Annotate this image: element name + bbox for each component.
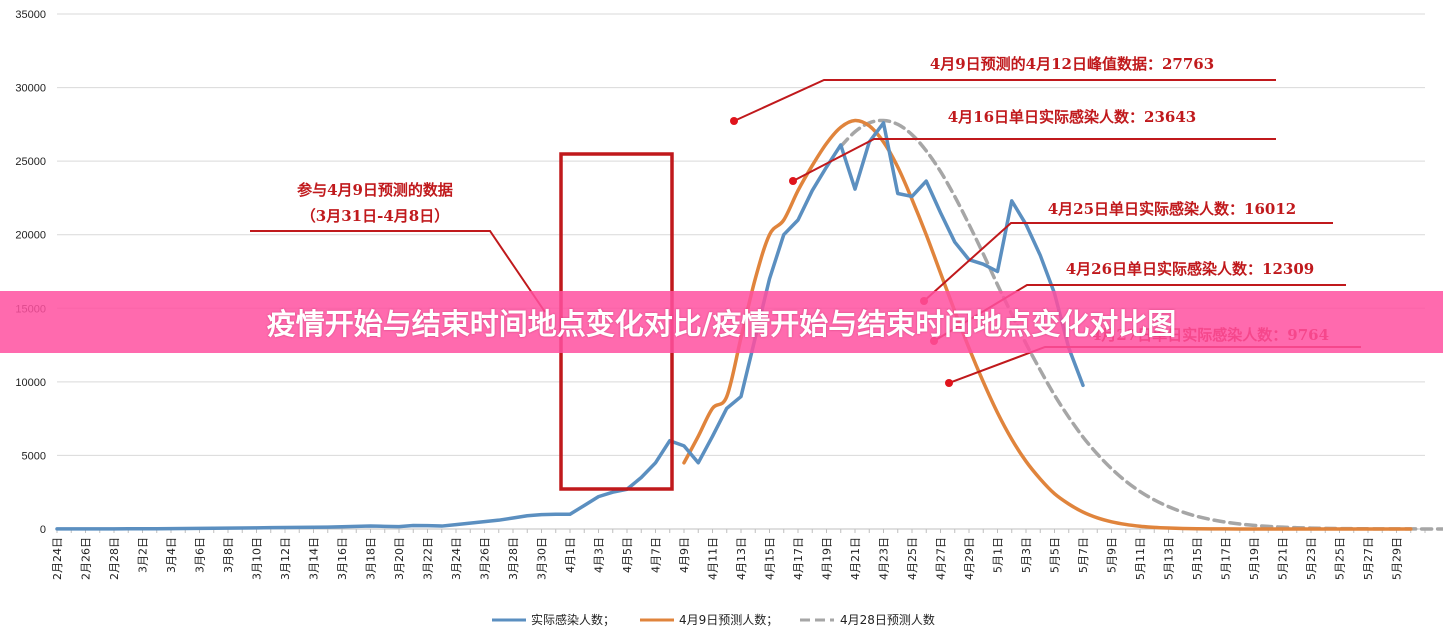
range-box-label-line2: （3月31日-4月8日）	[301, 207, 449, 225]
y-tick-label: 0	[40, 524, 46, 536]
peak-forecast-marker	[730, 117, 738, 125]
x-tick-label: 5月7日	[1077, 537, 1090, 573]
apr16-actual-label: 4月16日单日实际感染人数：23643	[948, 108, 1197, 126]
series-forecast-0409-line	[682, 118, 1413, 531]
x-tick-label: 5月27日	[1362, 537, 1375, 580]
x-tick-label: 3月14日	[308, 537, 321, 580]
y-axis: 05000100001500020000250003000035000	[15, 9, 46, 536]
x-tick-label: 4月19日	[821, 537, 834, 580]
x-tick-label: 4月11日	[707, 537, 720, 580]
y-tick-label: 35000	[15, 9, 46, 21]
y-tick-label: 5000	[22, 450, 46, 462]
apr16-leader-line	[792, 138, 1276, 182]
x-tick-label: 5月3日	[1020, 537, 1033, 573]
x-tick-label: 4月9日	[678, 537, 691, 573]
x-tick-label: 4月21日	[849, 537, 862, 580]
x-tick-label: 5月21日	[1277, 537, 1290, 580]
x-tick-label: 3月20日	[393, 537, 406, 580]
x-tick-label: 3月24日	[450, 537, 463, 580]
x-tick-label: 4月1日	[564, 537, 577, 573]
x-tick-label: 5月23日	[1305, 537, 1318, 580]
x-tick-label: 5月9日	[1106, 537, 1119, 573]
series-actual-line	[55, 121, 1085, 531]
data-series	[55, 118, 1443, 531]
x-tick-label: 3月26日	[479, 537, 492, 580]
x-tick-label: 4月13日	[735, 537, 748, 580]
x-tick-label: 4月17日	[792, 537, 805, 580]
x-tick-label: 3月18日	[365, 537, 378, 580]
x-axis: 2月24日 2月26日 2月28日 3月2日 3月4日 3月6日 3月8日 3月10日 3月12…	[51, 528, 1426, 580]
x-tick-label: 3月22日	[422, 537, 435, 580]
x-tick-label: 4月23日	[878, 537, 891, 580]
x-tick-label: 4月5日	[621, 537, 634, 573]
x-tick-label: 3月10日	[251, 537, 264, 580]
x-tick-label: 5月1日	[992, 537, 1005, 573]
x-tick-label: 5月29日	[1391, 537, 1404, 580]
x-tick-label: 3月30日	[536, 537, 549, 580]
x-tick-label: 5月11日	[1134, 537, 1147, 580]
x-tick-label: 5月19日	[1248, 537, 1261, 580]
apr16-marker	[789, 177, 797, 185]
x-tick-label: 5月15日	[1191, 537, 1204, 580]
apr27-marker	[945, 379, 953, 387]
x-tick-label: 4月25日	[906, 537, 919, 580]
x-tick-label: 3月8日	[222, 537, 235, 573]
peak-forecast-leader-line	[733, 79, 1276, 122]
legend-label-actual: 实际感染人数；	[531, 612, 615, 627]
x-tick-label: 2月28日	[108, 537, 121, 580]
apr26-actual-label: 4月26日单日实际感染人数：12309	[1066, 260, 1315, 278]
x-tick-label: 3月28日	[507, 537, 520, 580]
title-banner: 疫情开始与结束时间地点变化对比/疫情开始与结束时间地点变化对比图	[0, 291, 1443, 353]
x-tick-label: 5月17日	[1220, 537, 1233, 580]
apr25-leader-line	[923, 222, 1333, 302]
x-tick-label: 3月2日	[137, 537, 150, 573]
legend: 实际感染人数； 4月9日预测人数； 4月28日预测人数	[492, 612, 935, 627]
x-tick-label: 2月26日	[80, 537, 93, 580]
x-tick-label: 4月27日	[935, 537, 948, 580]
x-tick-label: 4月15日	[764, 537, 777, 580]
x-tick-label: 3月4日	[165, 537, 178, 573]
x-tick-label: 4月29日	[963, 537, 976, 580]
y-tick-label: 30000	[15, 83, 46, 95]
x-tick-label: 5月13日	[1163, 537, 1176, 580]
peak-forecast-label: 4月9日预测的4月12日峰值数据：27763	[930, 55, 1214, 73]
legend-label-forecast-0428: 4月28日预测人数	[840, 612, 935, 627]
x-tick-label: 4月7日	[650, 537, 663, 573]
y-tick-label: 10000	[15, 377, 46, 389]
apr25-actual-label: 4月25日单日实际感染人数：16012	[1048, 200, 1297, 218]
x-tick-label: 5月25日	[1334, 537, 1347, 580]
range-box-label-line1: 参与4月9日预测的数据	[297, 181, 453, 199]
y-tick-label: 20000	[15, 230, 46, 242]
x-tick-label: 5月5日	[1049, 537, 1062, 573]
legend-label-forecast-0409: 4月9日预测人数；	[679, 612, 778, 627]
annotations: 参与4月9日预测的数据 （3月31日-4月8日） 4月9日预测的4月12日峰值数…	[250, 55, 1361, 491]
banner-title: 疫情开始与结束时间地点变化对比/疫情开始与结束时间地点变化对比图	[266, 307, 1177, 341]
range-box-leader-line	[250, 230, 546, 313]
x-tick-label: 3月16日	[336, 537, 349, 580]
x-tick-label: 4月3日	[593, 537, 606, 573]
x-tick-label: 2月24日	[51, 537, 64, 580]
y-tick-label: 25000	[15, 156, 46, 168]
x-tick-label: 3月6日	[194, 537, 207, 573]
x-tick-label: 3月12日	[279, 537, 292, 580]
